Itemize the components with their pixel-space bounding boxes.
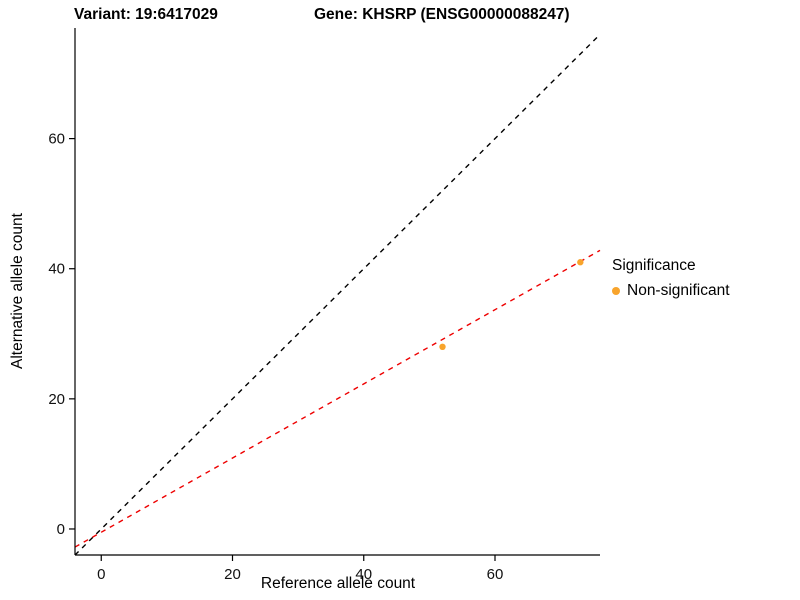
gene-title: Gene: KHSRP (ENSG00000088247): [314, 6, 570, 23]
fit-line: [74, 249, 601, 548]
y-tick-label: 60: [48, 131, 65, 148]
identity-line: [74, 34, 601, 556]
variant-title: Variant: 19:6417029: [74, 6, 218, 23]
data-point: [577, 259, 584, 266]
legend-point-icon: [612, 287, 620, 295]
x-tick-label: 40: [355, 566, 372, 583]
legend-item-label: Non-significant: [627, 282, 730, 299]
legend-item-non-significant: Non-significant: [612, 282, 730, 300]
x-axis-label: Reference allele count: [260, 575, 416, 592]
x-tick-label: 20: [224, 566, 241, 583]
data-point: [439, 343, 446, 351]
y-tick-label: 20: [48, 391, 65, 408]
y-tick-label: 40: [48, 261, 65, 278]
x-tick-label: 0: [97, 566, 105, 583]
legend-title: Significance: [612, 257, 696, 274]
x-tick-label: 60: [487, 566, 504, 583]
y-tick-label: 0: [57, 521, 65, 538]
legend: Significance Non-significant: [612, 257, 730, 300]
